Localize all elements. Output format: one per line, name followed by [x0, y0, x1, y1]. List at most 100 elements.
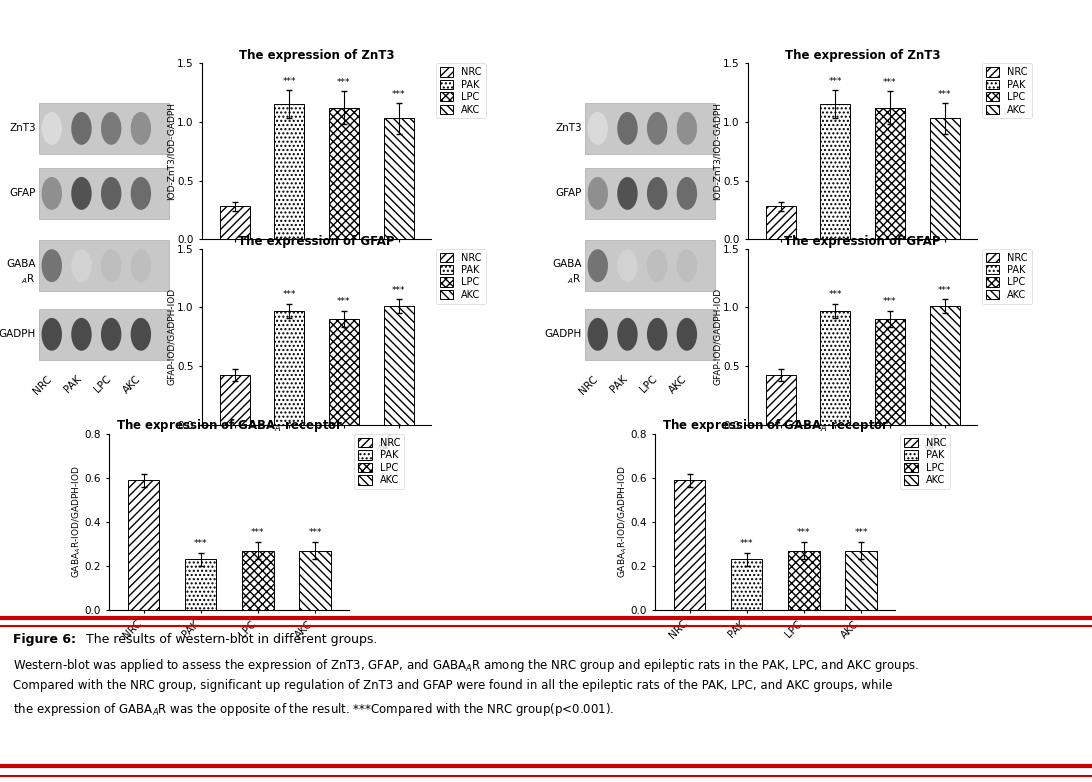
FancyBboxPatch shape [585, 240, 714, 291]
Text: ***: *** [938, 90, 951, 99]
Ellipse shape [646, 177, 667, 210]
Text: ***: *** [740, 540, 753, 548]
Text: GFAP: GFAP [556, 188, 582, 199]
Text: AKC: AKC [667, 374, 689, 396]
Text: ***: *** [797, 529, 810, 537]
Ellipse shape [587, 177, 608, 210]
Title: The expression of GABA$_A$ receptor: The expression of GABA$_A$ receptor [116, 417, 343, 434]
Legend: NRC, PAK, LPC, AKC: NRC, PAK, LPC, AKC [982, 63, 1032, 118]
FancyBboxPatch shape [585, 309, 714, 360]
Bar [875, 319, 905, 425]
Text: The results of western-blot in different groups.: The results of western-blot in different… [82, 633, 377, 647]
Y-axis label: IOD-ZnT3/IOD-GADPH: IOD-ZnT3/IOD-GADPH [167, 102, 176, 200]
Ellipse shape [100, 317, 121, 351]
Ellipse shape [131, 177, 151, 210]
Ellipse shape [41, 317, 62, 351]
Text: ***: *** [938, 285, 951, 295]
Bar [383, 118, 414, 239]
Text: GABA: GABA [7, 259, 36, 269]
Bar [274, 310, 305, 425]
Text: LPC: LPC [638, 374, 658, 395]
Ellipse shape [41, 177, 62, 210]
Y-axis label: GABA$_A$R-IOD/GADPH-IOD: GABA$_A$R-IOD/GADPH-IOD [71, 465, 83, 579]
Ellipse shape [617, 112, 638, 145]
Bar [219, 206, 250, 239]
Text: NRC: NRC [578, 374, 600, 396]
FancyBboxPatch shape [39, 168, 169, 219]
Ellipse shape [71, 177, 92, 210]
Bar [329, 108, 359, 239]
Text: Compared with the NRC group, significant up regulation of ZnT3 and GFAP were fou: Compared with the NRC group, significant… [13, 679, 892, 692]
Title: The expression of GABA$_A$ receptor: The expression of GABA$_A$ receptor [662, 417, 889, 434]
Ellipse shape [587, 249, 608, 282]
Text: ***: *** [829, 290, 842, 300]
Ellipse shape [646, 112, 667, 145]
Legend: NRC, PAK, LPC, AKC: NRC, PAK, LPC, AKC [354, 434, 404, 489]
Text: ***: *** [194, 540, 207, 548]
Title: The expression of ZnT3: The expression of ZnT3 [239, 49, 394, 63]
Bar [820, 310, 851, 425]
Ellipse shape [646, 317, 667, 351]
Ellipse shape [131, 112, 151, 145]
Text: GADPH: GADPH [0, 329, 36, 339]
Text: ***: *** [283, 290, 296, 300]
Bar [765, 206, 796, 239]
Bar [274, 104, 305, 239]
Bar [185, 559, 216, 610]
Text: Figure 6:: Figure 6: [13, 633, 76, 647]
Text: ZnT3: ZnT3 [10, 124, 36, 134]
Text: AKC: AKC [121, 374, 143, 396]
Text: ***: *** [283, 77, 296, 86]
Text: ***: *** [337, 78, 351, 87]
Ellipse shape [587, 112, 608, 145]
Text: ***: *** [392, 285, 405, 295]
Text: Western-blot was applied to assess the expression of ZnT3, GFAP, and GABA$_A$R a: Western-blot was applied to assess the e… [13, 657, 919, 674]
Ellipse shape [617, 249, 638, 282]
Text: ***: *** [883, 297, 897, 307]
Ellipse shape [71, 317, 92, 351]
Legend: NRC, PAK, LPC, AKC: NRC, PAK, LPC, AKC [436, 63, 486, 118]
Text: ***: *** [854, 529, 868, 537]
Bar [929, 306, 960, 425]
Ellipse shape [100, 177, 121, 210]
Legend: NRC, PAK, LPC, AKC: NRC, PAK, LPC, AKC [982, 249, 1032, 303]
Bar [820, 104, 851, 239]
Bar [329, 319, 359, 425]
Text: ZnT3: ZnT3 [556, 124, 582, 134]
Ellipse shape [677, 249, 697, 282]
Text: ***: *** [251, 529, 264, 537]
Y-axis label: GABA$_A$R-IOD/GADPH-IOD: GABA$_A$R-IOD/GADPH-IOD [617, 465, 629, 579]
Bar [674, 480, 705, 610]
Ellipse shape [677, 112, 697, 145]
Title: The expression of GFAP: The expression of GFAP [238, 235, 395, 248]
Text: ***: *** [337, 297, 351, 307]
Bar [242, 551, 274, 610]
Y-axis label: GFAP-IOD/GADPH-IOD: GFAP-IOD/GADPH-IOD [713, 288, 722, 386]
Text: LPC: LPC [92, 374, 114, 395]
Y-axis label: IOD-ZnT3/IOD-GADPH: IOD-ZnT3/IOD-GADPH [713, 102, 722, 200]
Ellipse shape [617, 317, 638, 351]
Ellipse shape [71, 249, 92, 282]
Bar [929, 118, 960, 239]
Bar [788, 551, 820, 610]
Bar [731, 559, 762, 610]
Text: $_A$R: $_A$R [22, 272, 36, 286]
Bar [383, 306, 414, 425]
Title: The expression of ZnT3: The expression of ZnT3 [785, 49, 940, 63]
Text: NRC: NRC [32, 374, 54, 396]
Text: PAK: PAK [608, 374, 629, 395]
Bar [219, 375, 250, 425]
Text: $_A$R: $_A$R [568, 272, 582, 286]
Y-axis label: GFAP-IOD/GADPH-IOD: GFAP-IOD/GADPH-IOD [167, 288, 176, 386]
Bar [765, 375, 796, 425]
FancyBboxPatch shape [585, 103, 714, 153]
Text: GFAP: GFAP [10, 188, 36, 199]
Text: PAK: PAK [62, 374, 83, 395]
FancyBboxPatch shape [585, 168, 714, 219]
Text: ***: *** [308, 529, 322, 537]
Ellipse shape [131, 317, 151, 351]
Ellipse shape [131, 249, 151, 282]
Text: ***: *** [829, 77, 842, 86]
Ellipse shape [587, 317, 608, 351]
FancyBboxPatch shape [39, 240, 169, 291]
